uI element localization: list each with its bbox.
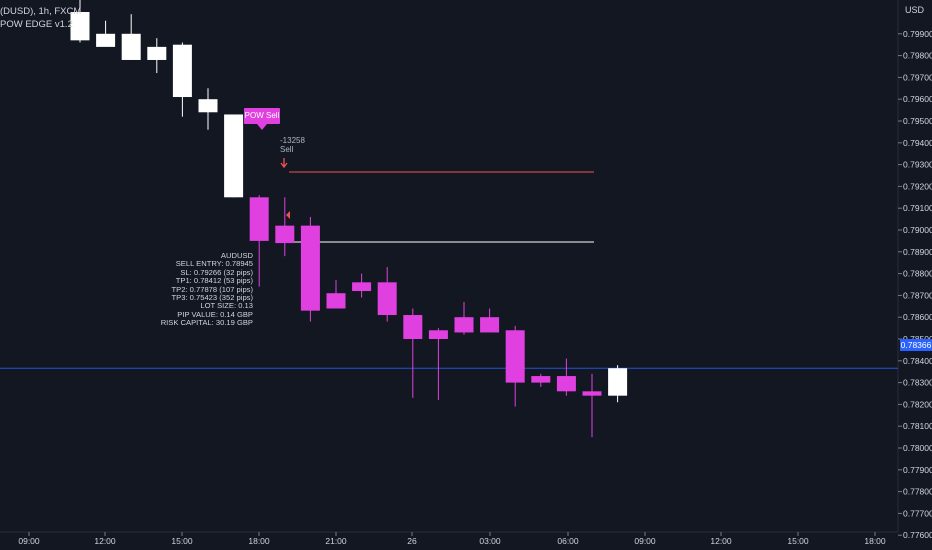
price-tick-label: 0.79500 — [903, 116, 932, 126]
signal-id-text: -13258 — [280, 136, 305, 145]
chart-header: (DUSD), 1h, FXCM POW EDGE v1.2 — [0, 5, 81, 31]
time-tick-label: 09:00 — [18, 536, 40, 546]
candle-body — [326, 293, 346, 309]
time-tick-label: 15:00 — [171, 536, 193, 546]
time-tick-label: 18:00 — [248, 536, 270, 546]
time-tick-label: 12:00 — [710, 536, 732, 546]
time-tick-label: 12:00 — [94, 536, 116, 546]
candle-body — [403, 315, 423, 339]
price-tick-label: 0.78100 — [903, 421, 932, 431]
candle-body — [480, 317, 500, 333]
time-tick-label: 06:00 — [557, 536, 579, 546]
candle-body — [172, 44, 192, 98]
candle-body — [96, 33, 116, 47]
info-line: TP2: 0.77878 (107 pips) — [171, 284, 253, 294]
price-tick-label: 0.79200 — [903, 181, 932, 191]
price-tick-label: 0.79600 — [903, 94, 932, 104]
info-line: TP1: 0.78412 (53 pips) — [175, 276, 253, 286]
price-tick-label: 0.79100 — [903, 203, 932, 213]
trade-info-box: AUDUSD SELL ENTRY: 0.78945 SL: 0.79266 (32… — [150, 251, 253, 328]
candle-body — [352, 282, 372, 292]
info-line: RISK CAPITAL: 30.19 GBP — [160, 318, 253, 328]
time-tick-label: 26 — [407, 536, 417, 546]
price-tick-label: 0.78700 — [903, 290, 932, 300]
price-tick-label: 0.79700 — [903, 72, 932, 82]
price-tick-label: 0.77900 — [903, 465, 932, 475]
candle-body — [121, 33, 141, 60]
price-tick-label: 0.77800 — [903, 487, 932, 497]
candle-body — [275, 225, 295, 244]
price-tick-label: 0.79800 — [903, 51, 932, 61]
price-tick-label: 0.78900 — [903, 247, 932, 257]
time-tick-label: 21:00 — [325, 536, 347, 546]
entry-marker-icon — [286, 211, 290, 219]
candle-body — [147, 46, 167, 60]
candle-body — [556, 376, 576, 392]
price-tick-label: 0.79000 — [903, 225, 932, 235]
price-tick-label: 0.79300 — [903, 160, 932, 170]
price-tick-label: 0.78300 — [903, 378, 932, 388]
info-line: SL: 0.79266 (32 pips) — [180, 267, 253, 277]
candle-body — [428, 330, 448, 339]
candle-body — [70, 12, 90, 41]
price-tick-label: 0.78600 — [903, 312, 932, 322]
candle-body — [249, 197, 269, 241]
price-tick-label: 0.79400 — [903, 138, 932, 148]
info-line: TP3: 0.75423 (352 pips) — [171, 293, 253, 303]
time-tick-label: 09:00 — [634, 536, 656, 546]
time-tick-label: 15:00 — [787, 536, 809, 546]
price-tick-label: 0.79900 — [903, 29, 932, 39]
indicator-title[interactable]: POW EDGE v1.2 — [0, 19, 73, 30]
currency-label[interactable]: USD — [904, 5, 924, 15]
price-tick-label: 0.78800 — [903, 269, 932, 279]
time-tick-label: 18:00 — [864, 536, 886, 546]
info-line: AUDUSD — [220, 251, 253, 260]
candle-body — [531, 376, 551, 383]
price-tick-label: 0.77600 — [903, 530, 932, 540]
candle-body — [454, 317, 474, 333]
price-tick-label: 0.78200 — [903, 399, 932, 409]
candle-body — [505, 330, 525, 383]
candle-body — [377, 282, 397, 316]
price-tick-label: 0.78000 — [903, 443, 932, 453]
sell-arrow-icon — [280, 158, 288, 169]
pow-sell-label[interactable]: POW Sell — [244, 108, 280, 130]
candle-body — [198, 99, 218, 113]
price-tick-label: 0.77700 — [903, 508, 932, 518]
price-tick-label: 0.78400 — [903, 356, 932, 366]
symbol-title[interactable]: (DUSD), 1h, FXCM — [0, 6, 82, 17]
info-line: LOT SIZE: 0.13 — [200, 301, 253, 311]
candle-body — [224, 114, 244, 198]
time-tick-label: 03:00 — [479, 536, 501, 546]
candle-body — [582, 391, 602, 396]
candle-body — [608, 368, 628, 396]
candle-body — [300, 225, 320, 311]
signal-side-text: Sell — [280, 145, 294, 154]
info-line: PIP VALUE: 0.14 GBP — [177, 309, 253, 319]
info-line: SELL ENTRY: 0.78945 — [175, 259, 253, 269]
current-price-tag: 0.78366 — [900, 339, 932, 351]
